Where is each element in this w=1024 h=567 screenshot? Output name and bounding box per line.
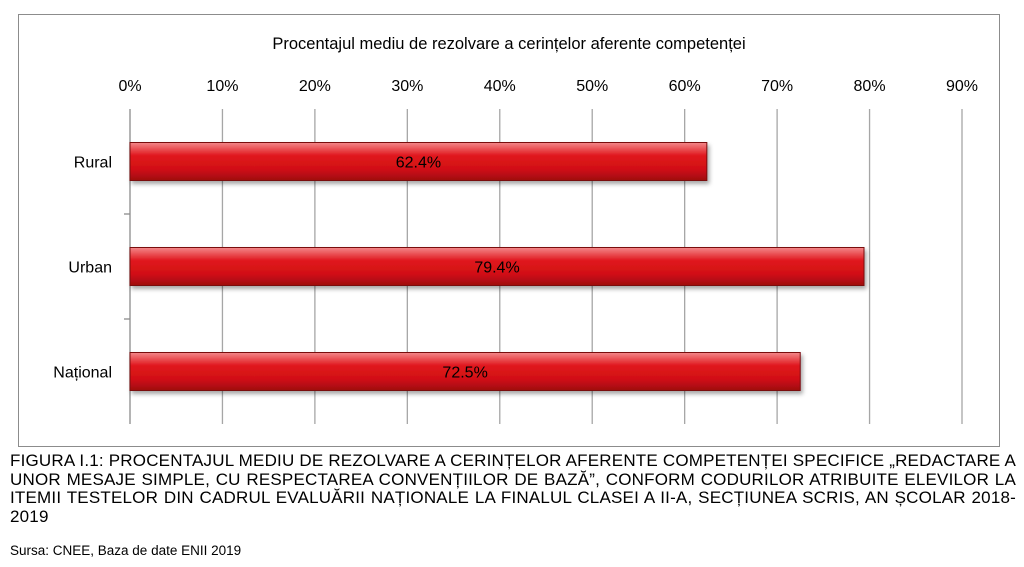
category-label: Rural: [74, 155, 112, 172]
chart-frame: Procentajul mediu de rezolvare a cerințe…: [18, 14, 1000, 447]
x-tick-label: 60%: [669, 78, 701, 95]
bars: 62.4% 79.4% 72.5%: [129, 142, 865, 391]
figure-caption: FIGURA I.1: PROCENTAJUL MEDIU DE REZOLVA…: [10, 451, 1016, 526]
bar-value-label: 79.4%: [474, 260, 519, 277]
category-axis: Rural Urban Național: [53, 109, 131, 424]
chart-title: Procentajul mediu de rezolvare a cerințe…: [272, 35, 745, 53]
category-label: Național: [53, 365, 112, 382]
x-tick-label: 40%: [484, 78, 516, 95]
x-tick-label: 80%: [854, 78, 886, 95]
bar-value-label: 62.4%: [396, 155, 441, 172]
bar: [129, 247, 865, 286]
x-tick-label: 10%: [206, 78, 238, 95]
bar: [129, 142, 708, 181]
source-note: Sursa: CNEE, Baza de date ENII 2019: [10, 543, 242, 558]
category-label: Urban: [68, 260, 112, 277]
bar-chart: Procentajul mediu de rezolvare a cerințe…: [53, 35, 978, 424]
x-tick-label: 30%: [391, 78, 423, 95]
x-tick-label: 50%: [576, 78, 608, 95]
x-tick-label: 20%: [299, 78, 331, 95]
x-tick-label: 90%: [946, 78, 978, 95]
bar: [129, 352, 801, 391]
x-tick-label: 0%: [118, 78, 141, 95]
bar-value-label: 72.5%: [442, 365, 487, 382]
x-axis-ticks: 0% 10% 20% 30% 40% 50% 60% 70% 80% 90%: [118, 78, 978, 95]
x-tick-label: 70%: [761, 78, 793, 95]
